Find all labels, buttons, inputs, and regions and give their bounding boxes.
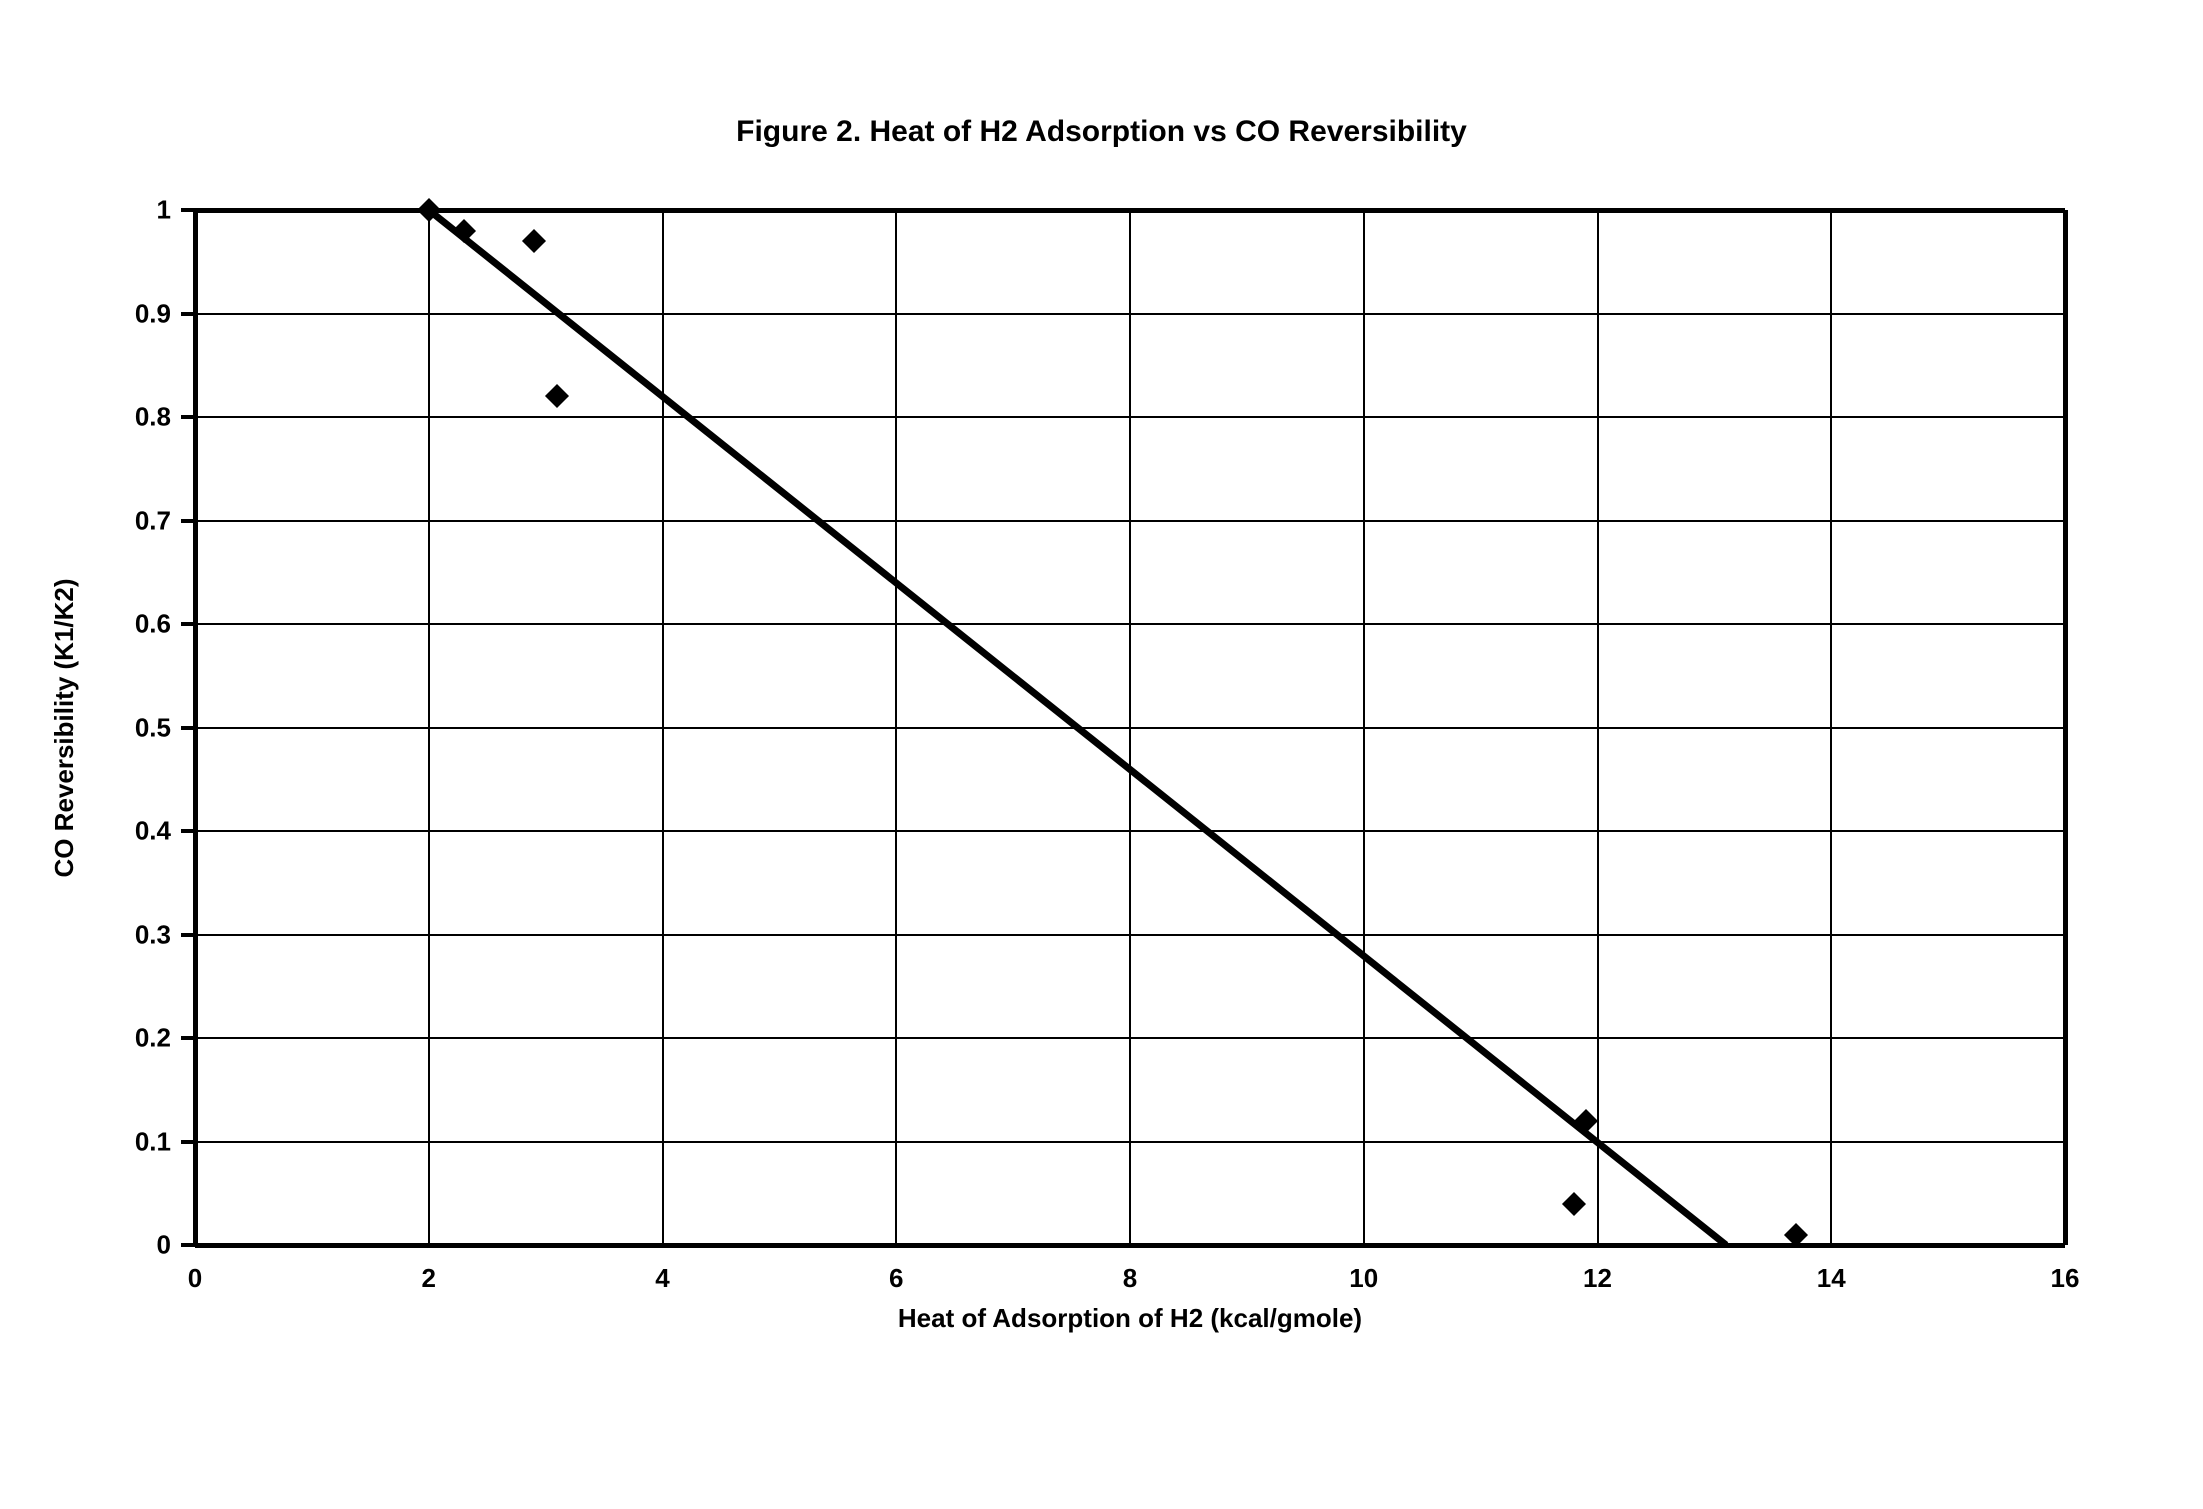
gridline-horizontal bbox=[195, 934, 2065, 936]
x-tick-label: 14 bbox=[1817, 1263, 1846, 1294]
gridline-horizontal bbox=[195, 830, 2065, 832]
y-tick-mark bbox=[181, 1243, 195, 1247]
y-tick-label: 1 bbox=[157, 195, 171, 226]
x-tick-label: 0 bbox=[188, 1263, 202, 1294]
y-tick-label: 0.1 bbox=[135, 1126, 171, 1157]
y-tick-mark bbox=[181, 1036, 195, 1040]
gridline-horizontal bbox=[195, 1141, 2065, 1143]
x-axis-label: Heat of Adsorption of H2 (kcal/gmole) bbox=[195, 1303, 2065, 1334]
gridline-horizontal bbox=[195, 1243, 2065, 1248]
x-tick-label: 6 bbox=[889, 1263, 903, 1294]
y-tick-label: 0.8 bbox=[135, 402, 171, 433]
chart-title: Figure 2. Heat of H2 Adsorption vs CO Re… bbox=[0, 115, 2203, 149]
plot-area bbox=[195, 210, 2065, 1245]
y-tick-label: 0 bbox=[157, 1230, 171, 1261]
x-tick-label: 16 bbox=[2051, 1263, 2080, 1294]
x-tick-label: 4 bbox=[655, 1263, 669, 1294]
y-tick-mark bbox=[181, 1140, 195, 1144]
y-tick-mark bbox=[181, 829, 195, 833]
y-axis-label: CO Reversibility (K1/K2) bbox=[49, 578, 80, 877]
y-tick-label: 0.4 bbox=[135, 816, 171, 847]
y-tick-mark bbox=[181, 415, 195, 419]
y-tick-label: 0.2 bbox=[135, 1023, 171, 1054]
y-tick-label: 0.6 bbox=[135, 609, 171, 640]
y-tick-mark bbox=[181, 726, 195, 730]
y-tick-mark bbox=[181, 519, 195, 523]
y-tick-mark bbox=[181, 933, 195, 937]
y-tick-label: 0.3 bbox=[135, 919, 171, 950]
gridline-horizontal bbox=[195, 416, 2065, 418]
gridline-horizontal bbox=[195, 1037, 2065, 1039]
x-tick-label: 8 bbox=[1123, 1263, 1137, 1294]
y-tick-label: 0.7 bbox=[135, 505, 171, 536]
gridline-horizontal bbox=[195, 623, 2065, 625]
y-tick-mark bbox=[181, 622, 195, 626]
y-tick-mark bbox=[181, 208, 195, 212]
gridline-horizontal bbox=[195, 727, 2065, 729]
page: Figure 2. Heat of H2 Adsorption vs CO Re… bbox=[0, 0, 2203, 1509]
y-tick-label: 0.5 bbox=[135, 712, 171, 743]
x-tick-label: 2 bbox=[422, 1263, 436, 1294]
gridline-horizontal bbox=[195, 313, 2065, 315]
x-tick-label: 12 bbox=[1583, 1263, 1612, 1294]
gridline-horizontal bbox=[195, 520, 2065, 522]
y-tick-mark bbox=[181, 312, 195, 316]
x-tick-label: 10 bbox=[1349, 1263, 1378, 1294]
gridline-horizontal bbox=[195, 208, 2065, 213]
y-tick-label: 0.9 bbox=[135, 298, 171, 329]
